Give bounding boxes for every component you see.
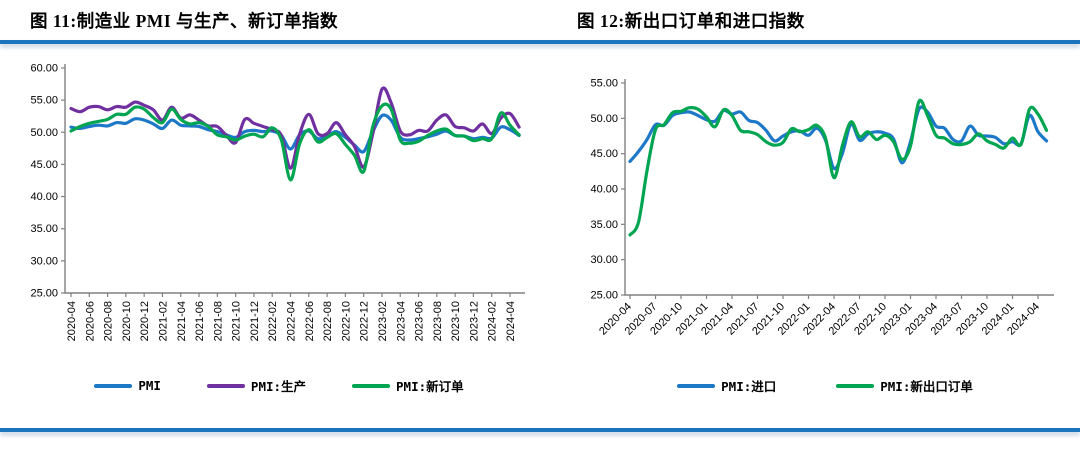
y-axis-tick-label: 55.00 bbox=[30, 95, 58, 107]
y-axis-tick-label: 35.00 bbox=[590, 219, 618, 231]
legend-line-swatch bbox=[206, 383, 245, 388]
y-axis-tick-label: 50.00 bbox=[30, 127, 58, 139]
x-axis-tick-label: 2022-06 bbox=[304, 301, 316, 341]
top-divider-rule bbox=[0, 40, 1080, 44]
x-axis-tick-label: 2022-10 bbox=[340, 301, 352, 341]
legend-label: PMI bbox=[138, 378, 161, 393]
series-line-PMI:新订单 bbox=[69, 102, 521, 182]
legend-line-swatch bbox=[352, 383, 391, 388]
figure-12: 25.00 30.00 35.00 40.00 45.00 50.00 55.00 2020-… bbox=[540, 56, 1080, 395]
figure-12-legend: PMI:进口 PMI:新出口订单 bbox=[570, 376, 1080, 395]
x-axis-tick-label: 2022-04 bbox=[286, 301, 298, 341]
x-axis-tick-label: 2021-06 bbox=[194, 301, 206, 341]
y-axis-tick-label: 40.00 bbox=[30, 191, 58, 203]
legend-line-swatch bbox=[677, 383, 716, 388]
x-axis-tick-label: 2020-04 bbox=[66, 301, 78, 341]
import-newexport-chart: 25.00 30.00 35.00 40.00 45.00 50.00 55.00 2020-… bbox=[570, 56, 1080, 374]
legend-label: PMI:生产 bbox=[250, 379, 307, 394]
figure-11: 25.00 30.00 35.00 40.00 45.00 50.00 55.00 60.00… bbox=[0, 56, 540, 395]
x-axis-tick-label: 2020-10 bbox=[121, 301, 133, 341]
bottom-divider-rule bbox=[0, 428, 1080, 432]
legend-item: PMI bbox=[94, 378, 161, 393]
legend-item: PMI:新出口订单 bbox=[836, 376, 973, 395]
axis-line bbox=[64, 64, 525, 294]
x-axis-tick-label: 2023-12 bbox=[468, 301, 480, 341]
x-axis-tick-label: 2021-12 bbox=[249, 301, 261, 341]
legend-label: PMI:新出口订单 bbox=[880, 379, 973, 394]
legend-item: PMI:新订单 bbox=[352, 376, 464, 395]
y-axis-tick-label: 30.00 bbox=[590, 254, 618, 266]
y-axis-tick-label: 45.00 bbox=[590, 148, 618, 160]
figure-11-title: 图 11:制造业 PMI 与生产、新订单指数 bbox=[30, 11, 339, 31]
series-line-PMI bbox=[69, 113, 521, 154]
y-axis-tick-label: 35.00 bbox=[30, 223, 58, 235]
x-axis-tick-label: 2020-08 bbox=[103, 301, 115, 341]
line-chart-svg: 25.00 30.00 35.00 40.00 45.00 50.00 55.00 60.00… bbox=[30, 63, 525, 341]
legend-item: PMI:生产 bbox=[206, 376, 307, 395]
x-axis-tick-label: 2023-04 bbox=[395, 301, 407, 341]
legend-line-swatch bbox=[836, 383, 875, 388]
y-axis-tick-label: 40.00 bbox=[590, 184, 618, 196]
y-axis-tick-label: 50.00 bbox=[590, 113, 618, 125]
x-axis-tick-label: 2021-02 bbox=[157, 301, 169, 341]
figure-12-title: 图 12:新出口订单和进口指数 bbox=[577, 11, 805, 31]
figure-12-title-area: 图 12:新出口订单和进口指数 bbox=[540, 8, 1080, 40]
x-axis-tick-label: 2023-06 bbox=[414, 301, 426, 341]
y-axis-tick-label: 60.00 bbox=[30, 63, 58, 75]
x-axis-tick-label: 2024-04 bbox=[505, 301, 517, 341]
x-axis-tick-label: 2023-02 bbox=[377, 301, 389, 341]
legend-item: PMI:进口 bbox=[677, 376, 776, 395]
x-axis-tick-label: 2022-02 bbox=[267, 301, 279, 341]
x-axis-tick-label: 2024-02 bbox=[487, 301, 499, 341]
figure-11-title-area: 图 11:制造业 PMI 与生产、新订单指数 bbox=[0, 8, 540, 40]
x-axis-tick-label: 2021-08 bbox=[212, 301, 224, 341]
series-line-PMI:新出口订单 bbox=[628, 98, 1049, 237]
y-axis-tick-label: 45.00 bbox=[30, 159, 58, 171]
x-axis-tick-label: 2020-12 bbox=[139, 301, 151, 341]
x-axis-tick-label: 2023-08 bbox=[432, 301, 444, 341]
legend-line-swatch bbox=[94, 383, 133, 388]
x-axis-tick-label: 2021-04 bbox=[176, 301, 188, 341]
line-chart-svg: 25.0030.0035.0040.0045.0050.0055.002020-… bbox=[590, 78, 1054, 338]
charts-row: 25.00 30.00 35.00 40.00 45.00 50.00 55.00 60.00… bbox=[0, 56, 1080, 395]
x-axis-tick-label: 2020-06 bbox=[84, 301, 96, 341]
x-axis-tick-label: 2023-10 bbox=[450, 301, 462, 341]
x-axis-tick-label: 2021-10 bbox=[231, 301, 243, 341]
pmi-production-neworders-chart: 25.00 30.00 35.00 40.00 45.00 50.00 55.00 60.00… bbox=[18, 56, 540, 374]
figure-titles-row: 图 11:制造业 PMI 与生产、新订单指数 图 12:新出口订单和进口指数 bbox=[0, 0, 1080, 40]
y-axis-tick-label: 25.00 bbox=[590, 290, 618, 302]
series-line-PMI:生产 bbox=[69, 86, 521, 170]
legend-label: PMI:新订单 bbox=[396, 379, 464, 394]
x-axis-tick-label: 2022-08 bbox=[322, 301, 334, 341]
x-axis-tick-label: 2022-12 bbox=[359, 301, 371, 341]
y-axis-tick-label: 25.00 bbox=[30, 288, 58, 300]
y-axis-tick-label: 30.00 bbox=[30, 255, 58, 267]
figure-11-legend: PMI PMI:生产 PMI:新订单 bbox=[18, 376, 540, 395]
y-axis-tick-label: 55.00 bbox=[590, 78, 618, 90]
legend-label: PMI:进口 bbox=[721, 379, 777, 394]
